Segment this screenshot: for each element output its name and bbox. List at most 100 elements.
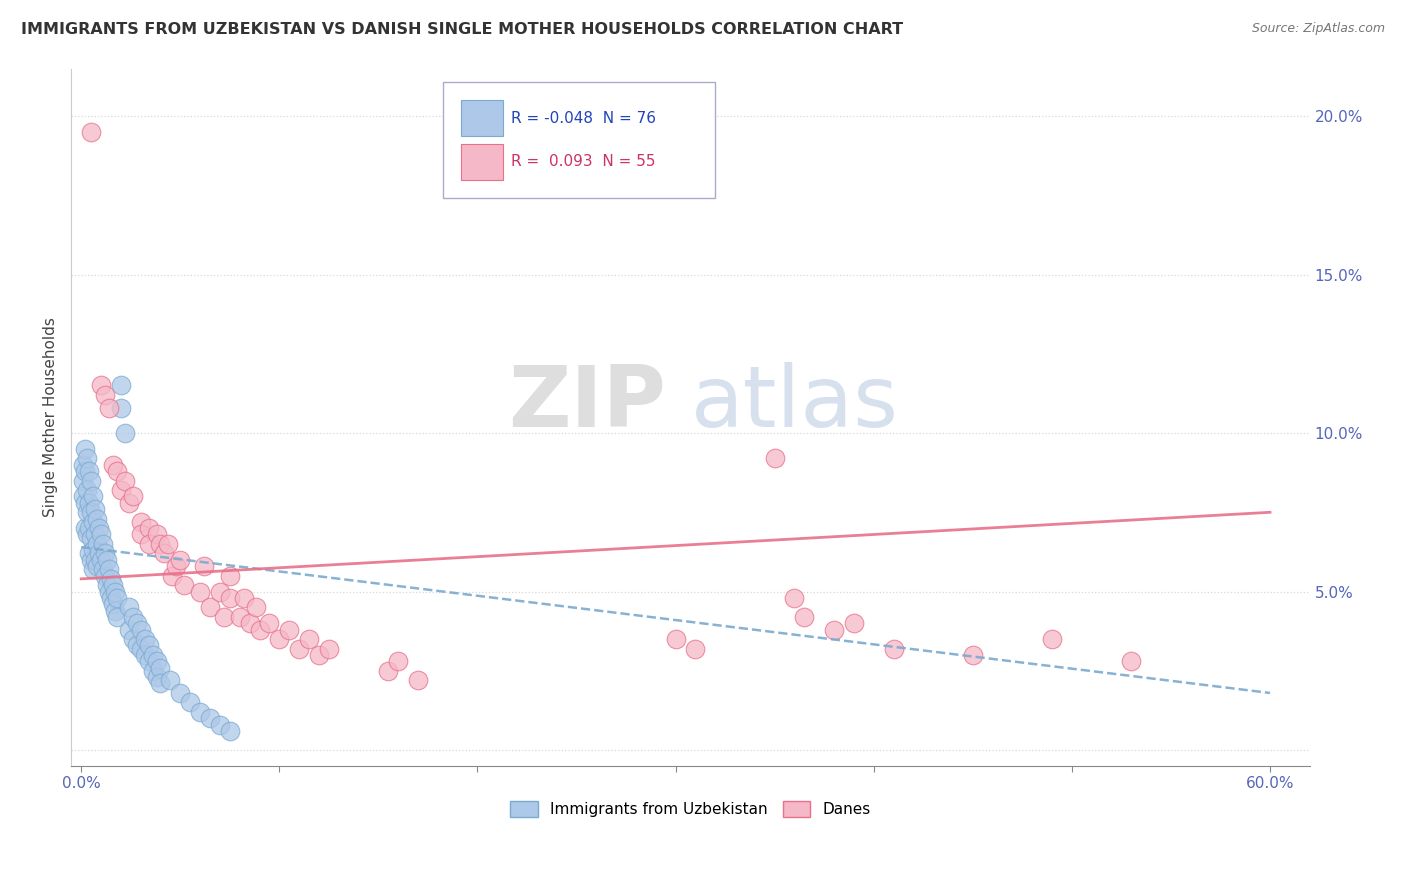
Point: [218, 568, 240, 582]
Point: [84, 527, 107, 541]
Point: [141, 648, 163, 662]
Point: [249, 623, 271, 637]
Point: [101, 578, 124, 592]
Point: [76, 451, 98, 466]
Point: [82, 490, 104, 504]
Point: [80, 505, 103, 519]
Point: [188, 705, 211, 719]
Point: [157, 537, 180, 551]
Point: [149, 537, 172, 551]
Point: [96, 553, 118, 567]
FancyBboxPatch shape: [461, 100, 503, 136]
Point: [110, 378, 132, 392]
Point: [218, 724, 240, 739]
Text: IMMIGRANTS FROM UZBEKISTAN VS DANISH SINGLE MOTHER HOUSEHOLDS CORRELATION CHART: IMMIGRANTS FROM UZBEKISTAN VS DANISH SIN…: [21, 22, 903, 37]
Point: [110, 483, 132, 497]
Point: [1040, 632, 1063, 646]
Point: [165, 559, 187, 574]
Point: [129, 515, 152, 529]
Point: [104, 603, 127, 617]
Point: [406, 673, 429, 688]
Point: [218, 591, 240, 605]
Point: [823, 623, 845, 637]
Text: R =  0.093  N = 55: R = 0.093 N = 55: [510, 154, 655, 169]
Point: [169, 553, 191, 567]
Point: [82, 543, 104, 558]
Point: [1121, 654, 1143, 668]
Point: [193, 559, 215, 574]
Point: [97, 401, 120, 415]
Point: [198, 600, 221, 615]
Point: [763, 451, 786, 466]
Point: [75, 521, 97, 535]
Point: [145, 654, 167, 668]
Text: R = -0.048  N = 76: R = -0.048 N = 76: [510, 111, 657, 126]
FancyBboxPatch shape: [461, 144, 503, 180]
Point: [159, 673, 181, 688]
Point: [86, 537, 108, 551]
Text: ZIP: ZIP: [508, 362, 665, 445]
Point: [134, 632, 156, 646]
Point: [94, 388, 117, 402]
Point: [239, 616, 262, 631]
FancyBboxPatch shape: [443, 82, 716, 197]
Point: [77, 496, 100, 510]
Point: [232, 591, 254, 605]
Point: [100, 591, 122, 605]
Point: [134, 648, 156, 662]
Point: [100, 572, 122, 586]
Point: [101, 597, 124, 611]
Point: [94, 547, 117, 561]
Point: [149, 676, 172, 690]
Point: [77, 547, 100, 561]
Point: [75, 442, 97, 456]
Point: [96, 578, 118, 592]
Point: [72, 474, 94, 488]
Point: [114, 474, 136, 488]
Point: [91, 537, 114, 551]
Point: [90, 553, 112, 567]
Point: [80, 125, 103, 139]
Point: [198, 711, 221, 725]
Point: [77, 464, 100, 478]
Point: [962, 648, 984, 662]
Point: [665, 632, 688, 646]
Point: [104, 584, 127, 599]
Point: [129, 641, 152, 656]
Point: [105, 464, 128, 478]
Point: [121, 490, 143, 504]
Point: [318, 641, 340, 656]
Point: [188, 584, 211, 599]
Point: [278, 623, 301, 637]
Point: [141, 664, 163, 678]
Text: atlas: atlas: [690, 362, 898, 445]
Point: [138, 521, 160, 535]
Point: [101, 458, 124, 472]
Point: [145, 670, 167, 684]
Point: [173, 578, 195, 592]
Point: [883, 641, 905, 656]
Point: [75, 496, 97, 510]
Point: [259, 616, 281, 631]
Point: [179, 696, 201, 710]
Point: [169, 686, 191, 700]
Point: [90, 378, 112, 392]
Point: [82, 562, 104, 576]
Point: [80, 531, 103, 545]
Point: [118, 623, 141, 637]
Point: [149, 660, 172, 674]
Point: [97, 584, 120, 599]
Point: [87, 547, 110, 561]
Point: [208, 717, 231, 731]
Point: [76, 527, 98, 541]
Point: [793, 610, 815, 624]
Point: [121, 610, 143, 624]
Point: [80, 474, 103, 488]
Point: [105, 591, 128, 605]
Point: [783, 591, 806, 605]
Point: [82, 515, 104, 529]
Point: [105, 610, 128, 624]
Point: [129, 527, 152, 541]
Point: [76, 483, 98, 497]
Point: [138, 537, 160, 551]
